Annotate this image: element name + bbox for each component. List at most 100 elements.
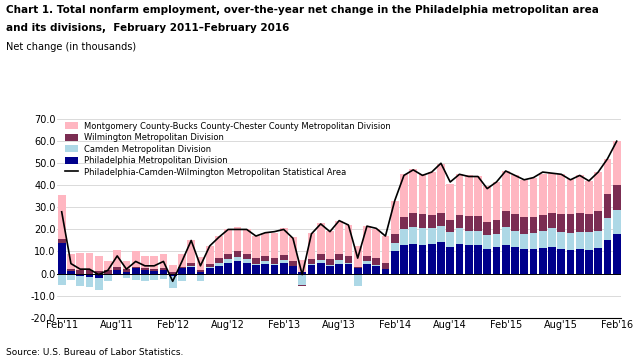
Bar bbox=[493, 182, 500, 219]
Bar bbox=[539, 231, 547, 248]
Bar bbox=[400, 230, 408, 245]
Bar bbox=[141, 274, 149, 281]
Bar bbox=[187, 267, 195, 274]
Bar bbox=[178, 274, 186, 281]
Bar bbox=[521, 217, 528, 234]
Bar bbox=[252, 258, 260, 264]
Bar bbox=[483, 186, 491, 222]
Bar bbox=[428, 215, 436, 228]
Bar bbox=[160, 254, 167, 268]
Bar bbox=[169, 273, 177, 274]
Bar bbox=[307, 233, 315, 259]
Bar bbox=[94, 271, 103, 274]
Bar bbox=[150, 271, 158, 274]
Bar bbox=[363, 256, 371, 261]
Bar bbox=[113, 267, 121, 270]
Bar bbox=[289, 237, 297, 261]
Bar bbox=[261, 261, 269, 264]
Bar bbox=[67, 271, 75, 274]
Bar bbox=[585, 232, 593, 251]
Bar bbox=[501, 211, 510, 227]
Bar bbox=[104, 274, 112, 275]
Bar bbox=[335, 221, 343, 254]
Bar bbox=[576, 175, 584, 213]
Bar bbox=[76, 274, 84, 276]
Bar bbox=[493, 219, 500, 234]
Bar bbox=[132, 267, 139, 268]
Bar bbox=[122, 269, 131, 273]
Bar bbox=[298, 274, 306, 284]
Bar bbox=[428, 228, 436, 244]
Bar bbox=[382, 236, 389, 262]
Bar bbox=[446, 184, 454, 219]
Bar bbox=[576, 249, 584, 274]
Bar bbox=[585, 181, 593, 214]
Bar bbox=[233, 227, 242, 252]
Bar bbox=[400, 217, 408, 230]
Bar bbox=[501, 245, 510, 274]
Bar bbox=[372, 266, 380, 274]
Bar bbox=[58, 195, 65, 239]
Bar bbox=[465, 175, 472, 216]
Bar bbox=[382, 269, 389, 274]
Bar bbox=[372, 258, 380, 265]
Bar bbox=[104, 270, 112, 274]
Bar bbox=[594, 211, 602, 231]
Bar bbox=[567, 214, 574, 233]
Bar bbox=[271, 258, 278, 264]
Bar bbox=[548, 213, 556, 228]
Bar bbox=[298, 284, 306, 286]
Bar bbox=[363, 261, 371, 264]
Bar bbox=[307, 264, 315, 265]
Bar bbox=[511, 247, 519, 274]
Bar bbox=[567, 251, 574, 274]
Bar bbox=[465, 245, 472, 274]
Bar bbox=[298, 273, 306, 274]
Bar bbox=[224, 259, 232, 262]
Bar bbox=[307, 259, 315, 264]
Bar bbox=[604, 159, 611, 194]
Bar bbox=[474, 231, 482, 245]
Bar bbox=[604, 194, 611, 218]
Bar bbox=[567, 233, 574, 251]
Bar bbox=[141, 256, 149, 268]
Bar bbox=[493, 247, 500, 274]
Bar bbox=[150, 274, 158, 280]
Bar bbox=[280, 255, 288, 260]
Bar bbox=[252, 236, 260, 258]
Bar bbox=[410, 169, 417, 213]
Bar bbox=[122, 261, 131, 269]
Bar bbox=[233, 257, 242, 261]
Bar bbox=[391, 201, 399, 234]
Bar bbox=[557, 232, 565, 249]
Bar bbox=[511, 214, 519, 231]
Bar bbox=[567, 179, 574, 214]
Bar bbox=[86, 274, 93, 277]
Bar bbox=[437, 164, 445, 213]
Bar bbox=[243, 230, 250, 254]
Bar bbox=[317, 260, 325, 262]
Bar bbox=[94, 278, 103, 290]
Bar bbox=[428, 244, 436, 274]
Bar bbox=[548, 173, 556, 213]
Bar bbox=[465, 216, 472, 231]
Bar bbox=[539, 174, 547, 215]
Bar bbox=[613, 185, 621, 210]
Bar bbox=[67, 269, 75, 271]
Bar bbox=[206, 264, 214, 267]
Bar bbox=[261, 256, 269, 261]
Bar bbox=[335, 260, 343, 264]
Bar bbox=[474, 177, 482, 216]
Bar bbox=[428, 172, 436, 215]
Bar bbox=[557, 214, 565, 232]
Bar bbox=[252, 264, 260, 265]
Bar bbox=[94, 256, 103, 271]
Bar bbox=[86, 270, 93, 274]
Bar bbox=[243, 254, 250, 259]
Bar bbox=[446, 219, 454, 232]
Bar bbox=[261, 264, 269, 274]
Bar bbox=[141, 270, 149, 274]
Bar bbox=[104, 275, 112, 281]
Bar bbox=[344, 264, 353, 274]
Bar bbox=[391, 252, 399, 274]
